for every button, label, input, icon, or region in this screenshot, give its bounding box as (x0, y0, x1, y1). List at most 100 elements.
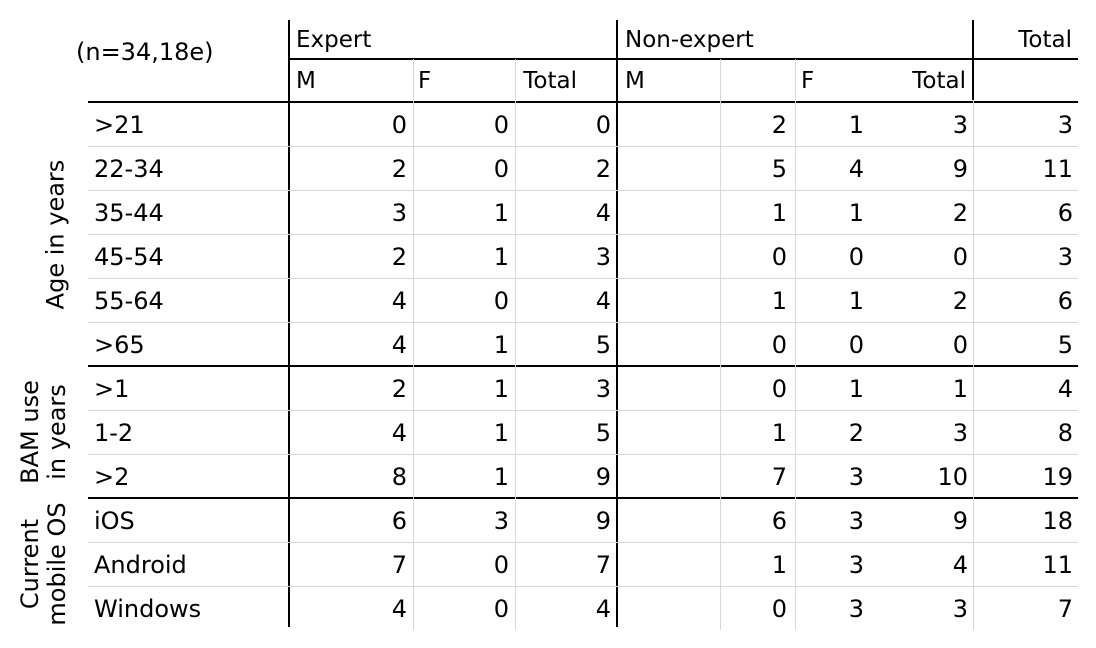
table-cell: 3 (1057, 243, 1073, 271)
table-cell: 0 (952, 331, 968, 359)
row-label: iOS (94, 507, 135, 535)
column-rule (720, 59, 721, 630)
table-cell: 4 (391, 595, 407, 623)
table-cell: 7 (771, 463, 787, 491)
table-cell: 11 (1042, 551, 1073, 579)
table-cell: 8 (1057, 419, 1073, 447)
sub-header-expert-m: M (296, 68, 316, 94)
row-rule (88, 278, 1078, 279)
table-cell: 3 (848, 507, 864, 535)
divider-non-expert-left (616, 20, 618, 627)
table-cell: 0 (771, 375, 787, 403)
table-cell: 0 (493, 155, 509, 183)
column-rule (515, 59, 516, 630)
section-label: Age in years (41, 102, 70, 366)
table-cell: 3 (848, 551, 864, 579)
row-label: Windows (94, 595, 202, 623)
table-cell: 3 (952, 595, 968, 623)
table-cell: 4 (391, 287, 407, 315)
table-cell: 1 (848, 287, 864, 315)
table-cell: 2 (952, 199, 968, 227)
table-cell: 6 (771, 507, 787, 535)
column-rule (795, 59, 796, 630)
table-cell: 9 (595, 507, 611, 535)
row-rule (88, 586, 1078, 587)
table-cell: 3 (848, 595, 864, 623)
table-cell: 3 (952, 419, 968, 447)
sub-header-non-expert-f: F (801, 68, 815, 94)
table-cell: 0 (771, 331, 787, 359)
row-label: 35-44 (94, 199, 164, 227)
table-cell: 1 (493, 243, 509, 271)
table-cell: 2 (391, 375, 407, 403)
corner-label: (n=34,18e) (76, 38, 214, 66)
table-cell: 3 (595, 375, 611, 403)
table-cell: 10 (937, 463, 968, 491)
table-cell: 4 (595, 287, 611, 315)
divider-grand-total-left (972, 20, 974, 100)
section-rule (88, 497, 1078, 499)
table-cell: 2 (848, 419, 864, 447)
table-cell: 2 (391, 243, 407, 271)
row-label: >2 (94, 463, 130, 491)
row-rule (88, 410, 1078, 411)
table-cell: 0 (771, 243, 787, 271)
table-cell: 5 (595, 331, 611, 359)
row-label: Android (94, 551, 187, 579)
table-cell: 0 (771, 595, 787, 623)
table-cell: 7 (391, 551, 407, 579)
table-cell: 9 (952, 507, 968, 535)
column-rule (413, 59, 414, 630)
table-cell: 0 (848, 331, 864, 359)
row-label: >65 (94, 331, 145, 359)
section-label-line: Age in years (41, 159, 70, 309)
row-label: >21 (94, 111, 145, 139)
table-cell: 4 (595, 199, 611, 227)
table-cell: 2 (391, 155, 407, 183)
table-cell: 3 (493, 507, 509, 535)
column-rule (973, 100, 974, 630)
sub-header-non-expert-m: M (625, 68, 645, 94)
table-cell: 19 (1042, 463, 1073, 491)
row-rule (88, 190, 1078, 191)
table-cell: 1 (493, 199, 509, 227)
row-rule (88, 454, 1078, 455)
row-label: 55-64 (94, 287, 164, 315)
table-cell: 0 (952, 243, 968, 271)
table-cell: 4 (595, 595, 611, 623)
table-cell: 6 (391, 507, 407, 535)
table-cell: 7 (595, 551, 611, 579)
table-cell: 3 (952, 111, 968, 139)
row-label: 1-2 (94, 419, 134, 447)
table-cell: 0 (493, 287, 509, 315)
table-cell: 1 (493, 375, 509, 403)
table-cell: 4 (952, 551, 968, 579)
table-cell: 1 (848, 199, 864, 227)
table-cell: 3 (391, 199, 407, 227)
sub-header-expert-total: Total (523, 68, 577, 94)
table-cell: 6 (1057, 199, 1073, 227)
grand-total-header: Total (1018, 27, 1072, 53)
rule-under-header (88, 101, 1078, 103)
table-cell: 1 (952, 375, 968, 403)
table-cell: 1 (771, 287, 787, 315)
table-cell: 11 (1042, 155, 1073, 183)
table-cell: 3 (1057, 111, 1073, 139)
table-cell: 1 (493, 463, 509, 491)
table-cell: 0 (595, 111, 611, 139)
table-cell: 3 (595, 243, 611, 271)
section-label-line: mobile OS (42, 502, 71, 626)
table-cell: 1 (848, 375, 864, 403)
table-cell: 0 (848, 243, 864, 271)
row-label: 45-54 (94, 243, 164, 271)
table-cell: 0 (493, 595, 509, 623)
table-cell: 0 (493, 551, 509, 579)
table-cell: 1 (771, 551, 787, 579)
table-cell: 0 (391, 111, 407, 139)
rule-under-groups (290, 58, 1078, 60)
row-label: >1 (94, 375, 130, 403)
table-cell: 4 (848, 155, 864, 183)
table-cell: 4 (1057, 375, 1073, 403)
table-cell: 9 (595, 463, 611, 491)
